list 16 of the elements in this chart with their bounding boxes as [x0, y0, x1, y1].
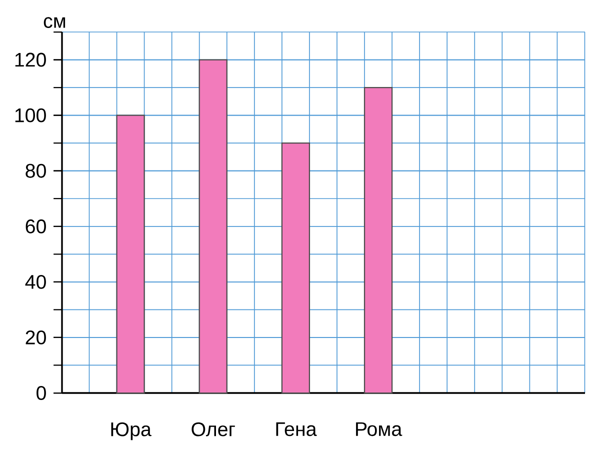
- bar: [116, 114, 145, 394]
- y-tick-label: 80: [26, 164, 46, 178]
- y-tick-label: 60: [26, 219, 46, 234]
- y-tick-label: 20: [26, 330, 46, 344]
- x-tick-label: Юра: [111, 422, 152, 440]
- bar: [198, 59, 228, 394]
- x-tick-label: Рома: [356, 422, 402, 436]
- x-tick-label: Олег: [192, 422, 235, 436]
- y-tick-label: 120: [15, 52, 46, 67]
- y-axis-title: см: [44, 17, 66, 28]
- y-tick-label: 100: [15, 108, 46, 122]
- bar: [281, 142, 310, 394]
- y-tick-label: 40: [25, 274, 46, 289]
- x-tick-label: Гена: [276, 422, 317, 436]
- bar: [364, 86, 393, 394]
- y-tick-label: 0: [36, 386, 46, 400]
